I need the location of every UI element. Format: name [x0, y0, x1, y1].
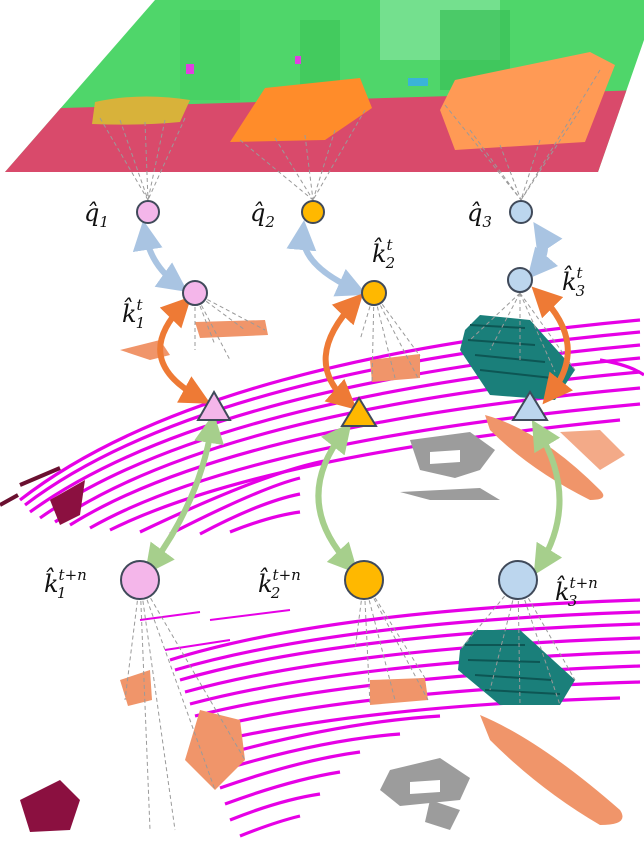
key-tn-node-3: [498, 560, 538, 600]
lidar-dark-object-tn: [20, 780, 80, 832]
triangle-node-2: [340, 396, 378, 427]
nodes: [120, 200, 549, 600]
query-projection-lines: [99, 69, 601, 201]
lidar-gray-object-t: [400, 432, 500, 500]
label-q3: q̂3: [467, 199, 492, 231]
lidar-car-teal-tn: [458, 630, 575, 705]
arrow-k3-tri3: [531, 286, 573, 405]
car-orange-region: [230, 78, 372, 142]
key-tn-node-1: [120, 560, 160, 600]
arrow-q2-k2: [286, 220, 367, 297]
triangle-node-1: [196, 389, 232, 421]
label-k2t: k̂t 2: [372, 236, 395, 272]
label-q2: q̂2: [250, 199, 275, 231]
lidar-objects-tn: [120, 670, 623, 825]
lidar-frame-t: [0, 315, 644, 536]
label-k3t: k̂t 3: [562, 264, 585, 300]
key-t-node-3: [507, 267, 533, 293]
arrows: [132, 220, 573, 576]
lidar-frame-t-plus-n: [20, 598, 641, 838]
arrow-tri3-k3tn: [531, 419, 563, 576]
arrow-k2-tri2: [322, 293, 364, 410]
car-yellow-region: [92, 96, 190, 125]
arrow-tri2-k2tn: [315, 422, 359, 574]
label-k2tn: k̂t+n 2: [258, 566, 301, 602]
arrow-k1-tri1: [157, 296, 211, 404]
arrow-tri1-k1tn: [144, 413, 224, 575]
query-node-3: [509, 200, 533, 224]
label-q1: q̂1: [84, 199, 109, 231]
arrow-q1-k1: [132, 220, 188, 292]
lidar-dark-object-t: [50, 480, 85, 525]
label-k3tn: k̂t+n 3: [555, 574, 598, 610]
arrow-q3-k3: [527, 222, 563, 280]
lidar-gray-object-tn: [380, 758, 470, 830]
segmentation-image-plane: [5, 0, 644, 172]
key-tn-node-2: [344, 560, 384, 600]
key-t-node-2: [361, 280, 387, 306]
car-right-region: [440, 52, 615, 150]
key-t-node-1: [182, 280, 208, 306]
query-node-1: [136, 200, 160, 224]
label-k1t: k̂t 1: [122, 296, 145, 332]
key-tn-projection-lines: [124, 579, 576, 831]
label-k1tn: k̂t+n 1: [44, 566, 87, 602]
query-node-2: [301, 200, 325, 224]
labels: q̂1 q̂2 q̂3 k̂t 1 k̂t 2 k̂t 3 k̂t+n 1 k̂t+n 2…: [44, 199, 598, 610]
triangle-node-3: [511, 390, 549, 421]
